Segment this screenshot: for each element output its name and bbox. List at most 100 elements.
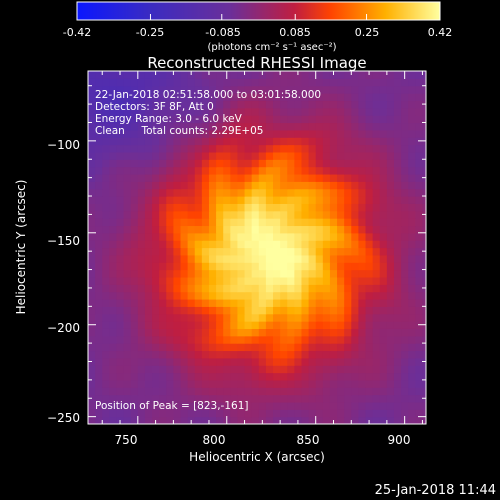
heatmap-cell: [95, 298, 103, 307]
heatmap-cell: [194, 181, 203, 190]
heatmap-cell: [123, 225, 132, 234]
heatmap-cell: [95, 401, 103, 410]
heatmap-cell: [88, 350, 96, 359]
heatmap-cell: [358, 394, 367, 403]
heatmap-cell: [379, 350, 388, 359]
heatmap-cell: [408, 328, 416, 337]
heatmap-cell: [194, 93, 203, 102]
heatmap-cell: [351, 401, 359, 410]
heatmap-cell: [95, 269, 103, 278]
heatmap-cell: [208, 218, 217, 227]
heatmap-cell: [372, 166, 381, 175]
heatmap-cell: [116, 159, 125, 168]
heatmap-cell: [230, 409, 239, 418]
heatmap-cell: [137, 93, 146, 102]
heatmap-cell: [393, 291, 402, 300]
heatmap-cell: [187, 225, 196, 234]
heatmap-cell: [216, 225, 224, 234]
heatmap-cell: [344, 313, 352, 322]
heatmap-cell: [144, 129, 153, 138]
heatmap-cell: [109, 181, 118, 190]
heatmap-cell: [166, 107, 174, 116]
heatmap-cell: [102, 93, 110, 102]
heatmap-cell: [294, 247, 303, 256]
heatmap-cell: [216, 181, 224, 190]
heatmap-cell: [244, 137, 253, 146]
heatmap-cell: [287, 93, 295, 102]
heatmap-cell: [137, 357, 146, 366]
heatmap-cell: [344, 416, 352, 424]
heatmap-cell: [237, 328, 246, 337]
heatmap-cell: [273, 321, 281, 329]
heatmap-cell: [173, 350, 182, 359]
heatmap-cell: [322, 78, 331, 87]
heatmap-cell: [379, 122, 388, 131]
heatmap-cell: [287, 144, 295, 153]
heatmap-cell: [365, 159, 374, 168]
heatmap-cell: [386, 210, 395, 219]
heatmap-cell: [237, 159, 246, 168]
heatmap-cell: [208, 365, 217, 374]
heatmap-cell: [123, 372, 132, 381]
heatmap-cell: [173, 240, 182, 249]
heatmap-cell: [265, 122, 274, 131]
heatmap-cell: [173, 269, 182, 278]
heatmap-cell: [322, 181, 331, 190]
heatmap-cell: [159, 401, 167, 410]
heatmap-cell: [230, 129, 239, 138]
heatmap-cell: [408, 173, 416, 182]
heatmap-cell: [194, 254, 203, 263]
heatmap-cell: [408, 181, 416, 190]
heatmap-cell: [401, 306, 409, 315]
heatmap-cell: [230, 122, 239, 131]
y-tick-label-neg100: −100: [47, 138, 80, 152]
heatmap-cell: [109, 306, 118, 315]
heatmap-cell: [223, 401, 231, 410]
heatmap-cell: [265, 276, 274, 285]
heatmap-cell: [294, 254, 303, 263]
heatmap-cell: [216, 203, 224, 212]
heatmap-cell: [294, 166, 303, 175]
heatmap-cell: [280, 85, 288, 94]
heatmap-cell: [95, 115, 103, 124]
heatmap-cell: [337, 365, 345, 374]
heatmap-cell: [208, 210, 217, 219]
heatmap-cell: [194, 409, 203, 418]
heatmap-cell: [159, 218, 167, 227]
heatmap-cell: [287, 78, 295, 87]
heatmap-cell: [372, 328, 381, 337]
heatmap-cell: [329, 343, 338, 352]
heatmap-cell: [408, 387, 416, 396]
heatmap-cell: [244, 232, 253, 241]
heatmap-cell: [344, 379, 352, 388]
colorbar: -0.42 -0.25 -0.085 0.085 0.25 0.42 (phot…: [63, 1, 452, 53]
heatmap-cell: [166, 225, 174, 234]
heatmap-cell: [201, 365, 210, 374]
heatmap-cell: [180, 291, 189, 300]
heatmap-cell: [201, 401, 210, 410]
heatmap-cell: [386, 401, 395, 410]
heatmap-cell: [194, 387, 203, 396]
heatmap-cell: [422, 343, 426, 352]
heatmap-cell: [301, 379, 310, 388]
heatmap-cell: [422, 328, 426, 337]
heatmap-cell: [358, 93, 367, 102]
heatmap-cell: [422, 122, 426, 131]
heatmap-cell: [201, 387, 210, 396]
heatmap-cell: [393, 122, 402, 131]
heatmap-cell: [294, 321, 303, 329]
heatmap-cell: [187, 78, 196, 87]
heatmap-cell: [237, 298, 246, 307]
heatmap-cell: [251, 93, 260, 102]
heatmap-cell: [422, 313, 426, 322]
heatmap-cell: [116, 276, 125, 285]
heatmap-cell: [408, 284, 416, 293]
heatmap-cell: [194, 144, 203, 153]
heatmap-cell: [315, 78, 324, 87]
heatmap-cell: [351, 247, 359, 256]
heatmap-cell: [102, 159, 110, 168]
heatmap-cell: [187, 298, 196, 307]
heatmap-cell: [244, 100, 253, 109]
heatmap-cell: [173, 173, 182, 182]
heatmap-cell: [337, 137, 345, 146]
